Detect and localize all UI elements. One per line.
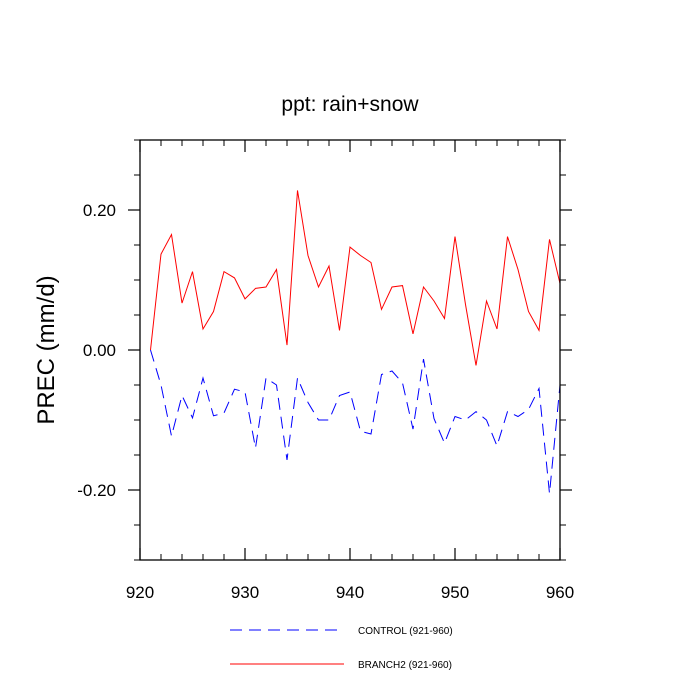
x-tick-label: 930 bbox=[231, 583, 259, 602]
chart-title: ppt: rain+snow bbox=[281, 93, 419, 116]
legend-label: BRANCH2 (921-960) bbox=[358, 660, 452, 671]
ticks-layer: 920 930 940 950 960 -0.20 0.00 0.20 bbox=[77, 139, 574, 602]
legend-label: CONTROL (921-960) bbox=[358, 626, 453, 637]
legend: CONTROL (921-960) BRANCH2 (921-960) bbox=[230, 626, 453, 671]
y-tick-label: -0.20 bbox=[77, 481, 116, 500]
x-tick-label: 950 bbox=[441, 583, 469, 602]
series-line-control bbox=[150, 349, 561, 494]
x-tick-label: 920 bbox=[126, 583, 154, 602]
series-layer bbox=[150, 190, 561, 494]
y-tick-label: 0.20 bbox=[83, 201, 116, 220]
y-axis-label: PREC (mm/d) bbox=[33, 275, 60, 424]
x-tick-label: 940 bbox=[336, 583, 364, 602]
series-line-branch2 bbox=[150, 190, 561, 366]
plot-frame bbox=[139, 139, 561, 561]
y-tick-label: 0.00 bbox=[83, 341, 116, 360]
x-tick-label: 960 bbox=[546, 583, 574, 602]
